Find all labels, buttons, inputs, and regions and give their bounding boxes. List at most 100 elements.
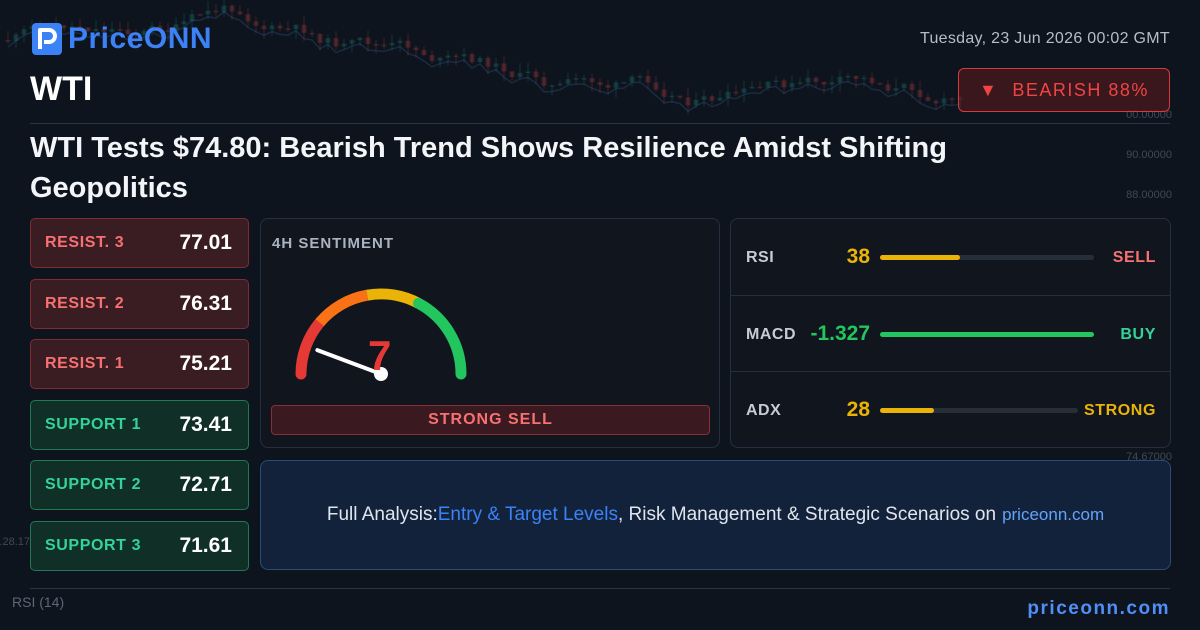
resistance-level: RESIST. 2 76.31 bbox=[30, 278, 249, 329]
indicator-bar-track bbox=[880, 255, 1094, 260]
sentiment-panel: 4H SENTIMENT 7 STRONG SELL bbox=[260, 218, 720, 448]
background-candle bbox=[877, 83, 883, 85]
level-name: RESIST. 1 bbox=[45, 355, 125, 372]
priceonn-logo-icon bbox=[32, 23, 62, 55]
brand-logo[interactable]: PriceONN bbox=[32, 22, 212, 56]
headline: WTI Tests $74.80: Bearish Trend Shows Re… bbox=[30, 132, 947, 204]
background-candle bbox=[949, 98, 955, 100]
background-candle bbox=[517, 72, 523, 77]
background-candle bbox=[629, 76, 635, 83]
background-candle bbox=[149, 25, 155, 31]
background-candle bbox=[589, 78, 595, 83]
indicator-signal: SELL bbox=[1112, 249, 1156, 266]
background-candle bbox=[165, 30, 171, 32]
background-candle bbox=[333, 38, 339, 47]
level-value: 71.61 bbox=[179, 533, 232, 557]
background-candle bbox=[565, 79, 571, 84]
resistance-level: RESIST. 3 77.01 bbox=[30, 218, 249, 268]
gauge-segment bbox=[295, 317, 326, 380]
background-candle bbox=[221, 5, 227, 13]
background-candle bbox=[805, 77, 811, 83]
background-candle bbox=[341, 43, 347, 47]
level-value: 75.21 bbox=[179, 352, 232, 375]
indicator-row-adx: ADX 28 STRONG bbox=[731, 371, 1170, 447]
background-candle bbox=[653, 82, 659, 90]
bias-badge: ▼ BEARISH 88% bbox=[958, 68, 1170, 112]
background-candle bbox=[669, 95, 675, 98]
background-candle bbox=[405, 40, 411, 48]
background-candle bbox=[349, 40, 355, 44]
full-analysis-banner[interactable]: Full Analysis: Entry & Target Levels , R… bbox=[260, 460, 1171, 570]
background-candle bbox=[781, 80, 787, 88]
resistance-level: RESIST. 1 75.21 bbox=[30, 339, 249, 389]
background-candle bbox=[869, 77, 875, 84]
background-candle bbox=[557, 83, 563, 86]
support-level: SUPPORT 1 73.41 bbox=[30, 399, 249, 450]
background-candle bbox=[197, 14, 203, 16]
background-candle bbox=[157, 25, 163, 31]
background-price-label: 00.00000 bbox=[1126, 109, 1172, 121]
background-candle bbox=[413, 47, 419, 51]
background-candle bbox=[13, 34, 19, 42]
background-candle bbox=[637, 76, 643, 78]
header-divider bbox=[30, 123, 1170, 124]
background-candle bbox=[109, 29, 115, 32]
background-candle bbox=[261, 25, 267, 30]
background-candle bbox=[229, 5, 235, 12]
indicator-value: 28 bbox=[846, 398, 870, 421]
background-candle bbox=[901, 83, 907, 89]
indicator-signal: STRONG bbox=[1083, 402, 1156, 419]
background-candle bbox=[173, 24, 179, 32]
background-candle bbox=[741, 88, 747, 93]
background-candle bbox=[293, 24, 299, 30]
background-candle bbox=[917, 90, 923, 98]
level-name: SUPPORT 1 bbox=[45, 415, 142, 433]
background-candle bbox=[445, 55, 451, 58]
background-candle bbox=[205, 10, 211, 15]
background-candle bbox=[773, 80, 779, 83]
level-value: 76.31 bbox=[179, 291, 232, 315]
indicator-row-rsi: RSI 38 SELL bbox=[731, 219, 1170, 295]
background-candle bbox=[397, 40, 403, 43]
background-candle bbox=[749, 86, 755, 89]
cta-site-link[interactable]: priceonn.com bbox=[1002, 505, 1105, 524]
background-candle bbox=[85, 27, 91, 32]
cta-link[interactable]: Entry & Target Levels bbox=[437, 504, 618, 525]
background-candle bbox=[717, 97, 723, 101]
background-candle bbox=[5, 40, 11, 42]
background-candle bbox=[493, 63, 499, 67]
level-name: RESIST. 3 bbox=[45, 234, 125, 251]
level-name: SUPPORT 3 bbox=[45, 536, 142, 554]
background-candle bbox=[189, 14, 195, 22]
background-candle bbox=[437, 57, 443, 61]
background-candle bbox=[181, 21, 187, 25]
level-name: SUPPORT 2 bbox=[45, 476, 142, 493]
level-value: 72.71 bbox=[179, 473, 232, 496]
background-candle bbox=[957, 98, 963, 100]
background-candle bbox=[797, 82, 803, 84]
background-candle bbox=[309, 32, 315, 35]
background-candle bbox=[141, 30, 147, 35]
background-candle bbox=[93, 28, 99, 32]
indicator-signal: BUY bbox=[1120, 326, 1156, 343]
background-candle bbox=[733, 91, 739, 94]
background-candle bbox=[709, 96, 715, 101]
indicator-bar-track bbox=[880, 408, 1078, 413]
background-candle bbox=[845, 75, 851, 78]
background-candle bbox=[117, 29, 123, 31]
background-candle bbox=[317, 33, 323, 43]
background-candle bbox=[285, 28, 291, 30]
background-candle bbox=[533, 71, 539, 78]
sentiment-score: 7 bbox=[368, 332, 392, 379]
background-candle bbox=[381, 44, 387, 47]
level-value: 73.41 bbox=[179, 412, 232, 436]
background-candle bbox=[613, 82, 619, 88]
background-candle bbox=[685, 97, 691, 106]
gauge-segment bbox=[366, 288, 422, 309]
gauge-segment bbox=[413, 297, 467, 380]
background-candle bbox=[429, 55, 435, 61]
footer-site-link[interactable]: priceonn.com bbox=[1027, 598, 1170, 619]
background-candle bbox=[909, 83, 915, 91]
background-candle bbox=[525, 71, 531, 74]
background-candle bbox=[213, 10, 219, 13]
